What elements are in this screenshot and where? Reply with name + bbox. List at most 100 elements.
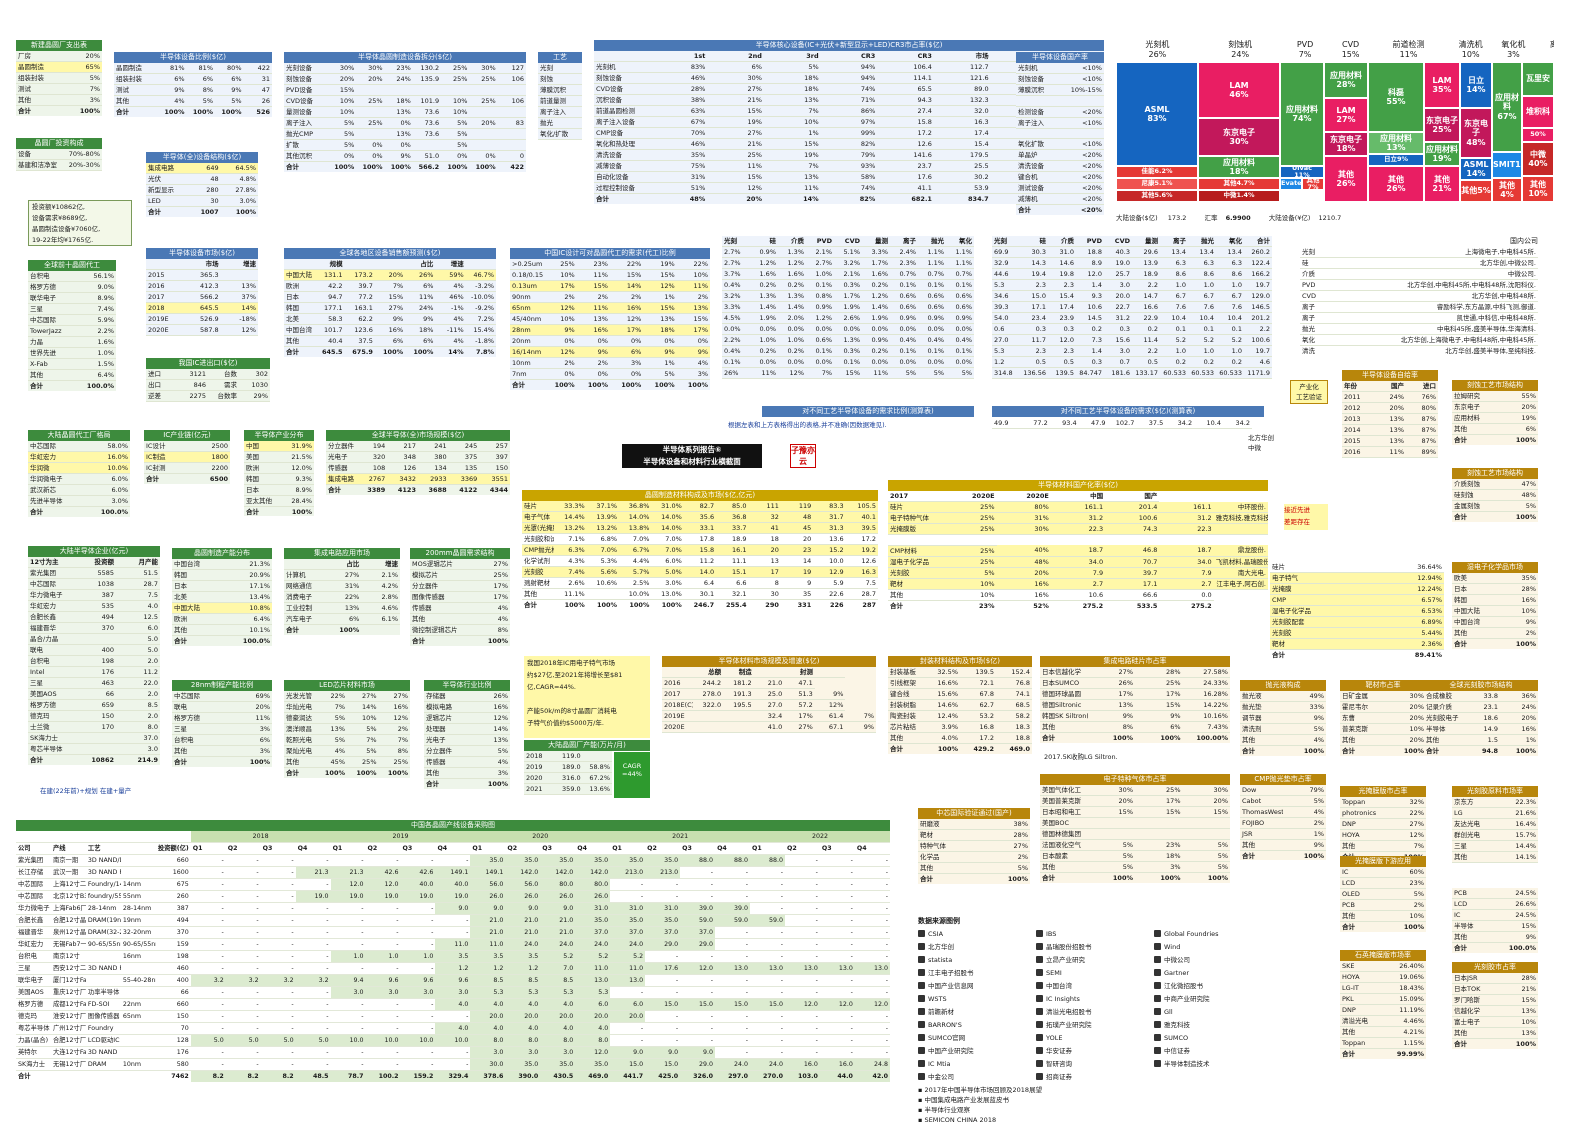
table-cell: 3.0% <box>79 495 130 507</box>
table-row: 晶圆制造 65% <box>16 61 102 73</box>
table-cell: 霍尼韦尔 <box>1340 701 1383 713</box>
table-row: 其他 8% 6% 7.43% <box>1040 721 1230 733</box>
table-cell: 535 <box>72 600 116 612</box>
column-header <box>120 842 156 856</box>
table-row: 格罗方德 659 8.5 <box>28 699 160 711</box>
table-cell: 31.0 <box>610 902 646 916</box>
table-cell: 170 <box>72 721 116 733</box>
table-cell: - <box>819 866 855 880</box>
table-cell: 59.0 <box>750 914 785 928</box>
table-cell: 图像传感器 <box>410 591 460 603</box>
table-cell <box>120 1034 156 1048</box>
table-row: 其他 14.1% <box>1452 851 1538 863</box>
table-row: PVD设备 15% <box>284 84 526 96</box>
table-cell: 16nm <box>120 950 156 964</box>
table-cell: 37.0 <box>575 926 611 940</box>
fab-equip-split-title: 半导体晶圆制造设备拆分($亿) <box>284 52 526 63</box>
table-cell: 0.4% <box>722 345 750 357</box>
treemap-cell: 中微1.4% <box>1198 190 1280 202</box>
table-cell: - <box>819 878 855 892</box>
table-cell: - <box>750 878 785 892</box>
table-cell: 25% <box>441 63 470 74</box>
ic-line-width-title: 中国IC设计可对晶圆代工的需求(代工)比例 <box>510 248 710 259</box>
table-cell: 离子注入 <box>284 117 328 129</box>
table-cell: 汽车电子 <box>284 613 323 625</box>
year-header-row: 2018 2019 2020 2021 2022 <box>16 831 890 844</box>
table-row: PCB 2% <box>1340 899 1426 911</box>
table-cell: 刻蚀设备 <box>1016 73 1060 85</box>
table-cell: 5% <box>1283 723 1326 735</box>
table-cell: 85.0 <box>716 501 749 512</box>
table-row: 韩国SK Siltron(LG)9%9%10.16% <box>1040 710 1230 722</box>
table-cell: 光刻机 <box>594 61 651 73</box>
table-row: 记录介质 23.1 24% <box>1424 701 1538 713</box>
table-cell: 8.0 <box>470 1034 506 1048</box>
column-header <box>284 259 315 270</box>
table-cell: 2021 <box>524 783 554 795</box>
table-cell: 201.4 <box>1105 501 1160 513</box>
table-cell: 2.0 <box>116 710 160 722</box>
table-cell: 工业控制 <box>284 602 323 614</box>
table-cell: 中芯国际 <box>28 578 72 590</box>
table-cell: 16.4% <box>1495 818 1538 830</box>
table-row: 抛光CMP 5% 13% 73.6 5% <box>284 128 526 140</box>
table-cell: 100% <box>378 767 410 778</box>
table-cell: 2.3 <box>1020 345 1048 357</box>
treemap-cell-label: 日立9% <box>1383 155 1409 164</box>
table-cell: 5% <box>1182 839 1230 851</box>
table-row: 湿电子化学品 6.53% <box>1270 605 1444 617</box>
table-row: ThomasWest 4% <box>1240 806 1326 818</box>
table-cell: 刻蚀 <box>538 73 582 85</box>
table-cell: 13.6 <box>813 533 846 545</box>
table-cell: 12.4% <box>924 710 960 722</box>
table-cell: 9% <box>1495 616 1538 628</box>
table-cell: 17.1% <box>222 580 272 592</box>
table-cell: 0.2 <box>1160 356 1188 368</box>
table-cell: 7.0% <box>651 544 684 556</box>
table-cell: 176 <box>72 666 116 678</box>
table-cell: 645.5 <box>314 346 345 357</box>
treemap-cell-value: 28% <box>1336 80 1356 89</box>
table-cell: 6% <box>186 73 215 85</box>
table-row: 华虹宏力 16.0% <box>28 451 130 463</box>
table-cell: 0.6% <box>890 290 918 302</box>
china-28nm-title: 28nm制程产能比例 <box>172 680 272 691</box>
table-cell: 34.6 <box>992 290 1020 302</box>
table-cell: 17% <box>1135 688 1183 700</box>
table-cell: 35.0 <box>645 914 681 928</box>
table-cell: 9% <box>384 150 413 162</box>
table-cell: 其他 <box>114 95 158 107</box>
table-cell: 48.5 <box>295 1070 331 1083</box>
table-cell: 0.0% <box>890 356 918 368</box>
table-cell: 40.3 <box>1104 246 1132 258</box>
table-row: 合计 23% 52% 275.2 533.5 275.2 <box>888 599 1268 611</box>
source-logo-icon <box>1154 1034 1161 1041</box>
table-cell: 24.0 <box>610 938 646 952</box>
equip-market-table: 半导体设备市场($亿) 市场 增速 2015 365.3 2016 412.3 13% 201… <box>146 248 258 348</box>
source-item: IC Insights <box>1036 994 1154 1005</box>
source-item: BARRON'S <box>918 1020 1036 1031</box>
source-item: YOLE <box>1036 1033 1154 1044</box>
table-cell: 37.0 <box>680 926 716 940</box>
table-cell: 90nm <box>510 291 544 303</box>
table-cell: 74.1 <box>996 688 1032 700</box>
table-cell: 100% <box>1283 745 1326 756</box>
photo-chem-body: 日本JSR 28% 日本TOK 21% 罗门哈斯 15% 信越化学 13% 富士电子 10% 其他 1… <box>1452 973 1538 1049</box>
table-cell: - <box>784 938 820 952</box>
source-line-label: 半导体行业观察 <box>924 1106 970 1114</box>
table-cell: 375 <box>448 451 480 463</box>
table-cell: 15.0 <box>680 998 716 1012</box>
table-cell: - <box>260 1058 296 1072</box>
table-row: 0.4% 0.2% 0.2% 0.1% 0.3% 0.2% 0.1% 0.1% 0.1% <box>722 345 974 357</box>
table-cell: 22.7 <box>1104 301 1132 313</box>
table-cell: 35.0 <box>470 854 506 868</box>
table-cell: 1030 <box>239 379 270 391</box>
table-cell: 15% <box>1135 699 1183 711</box>
table-cell: 分立器件 <box>424 745 467 757</box>
table-row: 69.9 30.3 31.0 18.8 40.3 29.6 13.4 13.4 13.4 260.… <box>992 246 1272 258</box>
table-cell: 26.0 <box>540 890 576 904</box>
table-cell: 290 <box>748 599 781 610</box>
table-cell: 51% <box>650 182 708 194</box>
table-row: 光电子 13% <box>424 734 510 746</box>
table-row: 德克玛 淮安12寸厂 图像传感器 65nm 150- - - - - - - -20.0 20.0 20.… <box>16 1010 890 1024</box>
